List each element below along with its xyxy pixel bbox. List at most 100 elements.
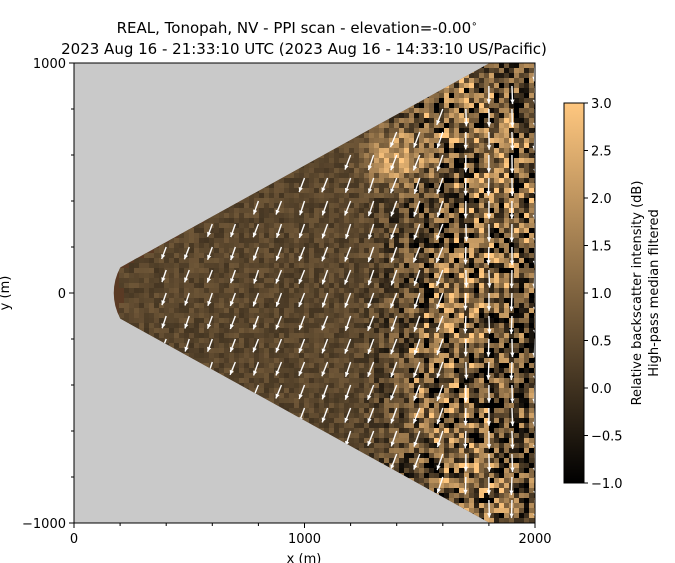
heatmap-cell — [479, 98, 484, 103]
heatmap-cell — [204, 358, 209, 363]
wind-vector — [184, 292, 190, 306]
heatmap-cell — [434, 93, 439, 98]
heatmap-cell — [179, 238, 184, 243]
heatmap-cell — [354, 203, 359, 208]
heatmap-cell — [489, 118, 494, 123]
heatmap-cell — [519, 513, 524, 518]
heatmap-cell — [409, 468, 414, 473]
heatmap-cell — [364, 238, 369, 243]
heatmap-cell — [464, 323, 469, 328]
heatmap-cell — [394, 293, 399, 298]
heatmap-cell — [179, 268, 184, 273]
heatmap-cell — [239, 208, 244, 213]
heatmap-cell — [359, 303, 364, 308]
heatmap-cell — [309, 178, 314, 183]
heatmap-cell — [529, 493, 534, 498]
heatmap-cell — [379, 273, 384, 278]
heatmap-cell — [224, 213, 229, 218]
heatmap-cell — [429, 253, 434, 258]
heatmap-cell — [384, 383, 389, 388]
heatmap-cell — [324, 368, 329, 373]
heatmap-cell — [494, 203, 499, 208]
heatmap-cell — [284, 373, 289, 378]
heatmap-cell — [394, 273, 399, 278]
heatmap-cell — [309, 278, 314, 283]
heatmap-cell — [274, 198, 279, 203]
heatmap-cell — [464, 103, 469, 108]
heatmap-cell — [529, 243, 534, 248]
heatmap-cell — [374, 178, 379, 183]
heatmap-cell — [474, 363, 479, 368]
heatmap-cell — [489, 503, 494, 508]
heatmap-cell — [374, 208, 379, 213]
heatmap-cell — [189, 318, 194, 323]
heatmap-cell — [469, 383, 474, 388]
heatmap-cell — [494, 258, 499, 263]
heatmap-cell — [524, 323, 529, 328]
heatmap-cell — [369, 173, 374, 178]
heatmap-cell — [299, 383, 304, 388]
heatmap-cell — [319, 228, 324, 233]
heatmap-cell — [454, 158, 459, 163]
heatmap-cell — [289, 218, 294, 223]
heatmap-cell — [524, 303, 529, 308]
heatmap-cell — [374, 228, 379, 233]
heatmap-cell — [259, 233, 264, 238]
heatmap-cell — [384, 293, 389, 298]
heatmap-cell — [479, 313, 484, 318]
heatmap-cell — [339, 288, 344, 293]
heatmap-cell — [359, 433, 364, 438]
heatmap-cell — [454, 338, 459, 343]
heatmap-cell — [374, 318, 379, 323]
heatmap-cell — [314, 173, 319, 178]
heatmap-cell — [274, 228, 279, 233]
heatmap-cell — [224, 298, 229, 303]
heatmap-cell — [494, 333, 499, 338]
heatmap-cell — [489, 113, 494, 118]
heatmap-cell — [459, 328, 464, 333]
heatmap-cell — [529, 473, 534, 478]
heatmap-cell — [149, 323, 154, 328]
heatmap-cell — [419, 393, 424, 398]
heatmap-cell — [454, 428, 459, 433]
heatmap-cell — [244, 303, 249, 308]
heatmap-cell — [279, 343, 284, 348]
heatmap-cell — [429, 213, 434, 218]
heatmap-cell — [449, 218, 454, 223]
heatmap-cell — [404, 118, 409, 123]
heatmap-cell — [284, 303, 289, 308]
heatmap-cell — [124, 278, 129, 283]
heatmap-cell — [394, 418, 399, 423]
heatmap-cell — [419, 148, 424, 153]
heatmap-cell — [494, 103, 499, 108]
heatmap-cell — [279, 388, 284, 393]
wind-vector — [229, 361, 236, 376]
heatmap-cell — [509, 173, 514, 178]
heatmap-cell — [389, 203, 394, 208]
heatmap-cell — [504, 163, 509, 168]
heatmap-cell — [269, 288, 274, 293]
heatmap-cell — [474, 483, 479, 488]
heatmap-cell — [409, 343, 414, 348]
heatmap-cell — [369, 208, 374, 213]
heatmap-cell — [524, 178, 529, 183]
heatmap-cell — [459, 333, 464, 338]
heatmap-cell — [289, 293, 294, 298]
heatmap-cell — [454, 298, 459, 303]
heatmap-cell — [344, 433, 349, 438]
heatmap-cell — [439, 103, 444, 108]
heatmap-cell — [494, 278, 499, 283]
heatmap-cell — [224, 343, 229, 348]
heatmap-cell — [509, 263, 514, 268]
heatmap-cell — [489, 148, 494, 153]
heatmap-cell — [429, 228, 434, 233]
heatmap-cell — [259, 378, 264, 383]
heatmap-cell — [444, 408, 449, 413]
heatmap-cell — [409, 258, 414, 263]
heatmap-cell — [304, 283, 309, 288]
heatmap-cell — [334, 333, 339, 338]
heatmap-cell — [374, 378, 379, 383]
heatmap-cell — [469, 318, 474, 323]
heatmap-cell — [379, 208, 384, 213]
heatmap-cell — [254, 233, 259, 238]
